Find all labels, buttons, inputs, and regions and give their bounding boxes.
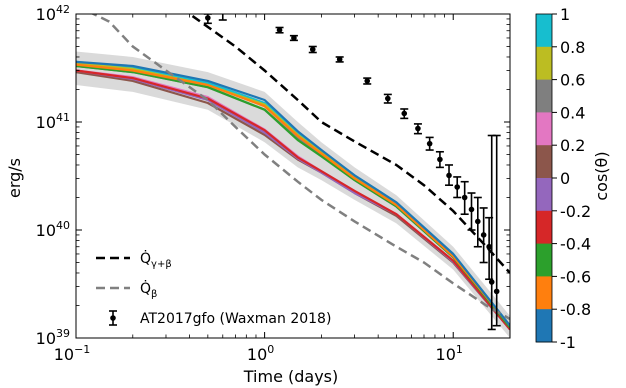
colorbar-segment — [536, 210, 552, 245]
data-point — [401, 110, 408, 117]
colorbar-segment — [536, 46, 552, 81]
x-axis-label: Time (days) — [243, 367, 339, 386]
observed-point — [413, 123, 422, 135]
observed-point — [479, 207, 488, 264]
x-tick-label: 100 — [247, 343, 274, 364]
colorbar-segment — [536, 243, 552, 277]
q-beta-line — [90, 14, 510, 321]
observed-point — [363, 77, 372, 85]
data-point — [291, 35, 297, 41]
plot-frame — [75, 13, 511, 339]
legend: Q̇γ+β Q̇β AT2017gfo (Waxman 2018) — [96, 250, 331, 327]
x-tick-label: 101 — [436, 343, 463, 364]
data-point — [364, 78, 371, 84]
colorbar-segment — [536, 276, 552, 310]
lightcurve-series — [76, 63, 510, 327]
q-gamma-beta-line — [187, 14, 510, 274]
colorbar-tick-label: -0.4 — [560, 235, 591, 254]
data-point — [309, 46, 316, 53]
observed-point — [203, 14, 212, 25]
observed-point — [275, 26, 284, 34]
legend-label: AT2017gfo (Waxman 2018) — [140, 311, 331, 327]
observed-point — [335, 56, 344, 63]
y-tick-label: 1039 — [36, 327, 70, 348]
legend-swatch — [110, 315, 116, 321]
observed-point — [425, 136, 434, 151]
data-point — [385, 95, 391, 102]
observed-point — [308, 45, 317, 54]
data-point — [426, 140, 433, 147]
data-point — [437, 156, 443, 163]
colorbar-tick-label: 0 — [560, 169, 570, 188]
data-point — [486, 243, 492, 250]
data-point — [493, 288, 500, 295]
data-point — [454, 184, 461, 190]
plot-area — [76, 6, 510, 338]
data-point — [461, 194, 468, 201]
colorbar-segment — [536, 79, 552, 113]
data-point — [220, 6, 226, 12]
colorbar-segment — [536, 309, 552, 343]
colorbar: cos(θ) 1 0.8 0.6 0.4 0.2 0 -0.2 -0.4 -0.6 -0.8 -1 — [535, 5, 611, 352]
y-axis-label: erg/s — [5, 158, 24, 198]
uncertainty-band — [76, 51, 510, 338]
colorbar-tick-label: 0.6 — [560, 71, 585, 90]
colorbar-label: cos(θ) — [592, 151, 611, 200]
colorbar-tick-label: -0.6 — [560, 267, 591, 286]
observed-point — [492, 134, 501, 327]
legend-label: Q̇β — [140, 280, 157, 300]
data-point — [480, 232, 487, 238]
x-tick-label: 10−1 — [54, 343, 91, 364]
observed-point — [473, 196, 482, 248]
colorbar-tick-label: 0.4 — [560, 103, 585, 122]
colorbar-segment — [536, 14, 552, 48]
colorbar-tick-label: -0.2 — [560, 202, 591, 221]
observed-point — [445, 164, 454, 186]
data-point — [468, 206, 475, 213]
lightcurve-series — [76, 69, 510, 331]
legend-entry: Q̇γ+β — [96, 250, 172, 270]
data-point — [205, 15, 211, 21]
legend-entry: Q̇β — [96, 280, 157, 300]
colorbar-segment — [536, 145, 552, 179]
data-point — [336, 56, 343, 63]
observed-point — [400, 108, 409, 120]
legend-label: Q̇γ+β — [140, 250, 172, 270]
data-point — [488, 279, 495, 285]
y-tick-label: 1040 — [36, 219, 70, 240]
colorbar-tick-label: -1 — [560, 333, 576, 352]
data-point — [475, 218, 481, 225]
data-point — [276, 27, 283, 33]
observed-point — [383, 93, 392, 104]
colorbar-segment — [536, 178, 552, 212]
colorbar-tick-label: 0.8 — [560, 38, 585, 57]
observed-point — [460, 180, 469, 216]
colorbar-tick-label: 1 — [560, 5, 570, 24]
legend-entry: AT2017gfo (Waxman 2018) — [109, 310, 331, 327]
axes: Time (days) erg/s 10−1 100 101 1039 1040 1041… — [5, 3, 511, 386]
data-point — [415, 125, 421, 132]
observed-point — [453, 176, 462, 199]
observed-point — [485, 216, 494, 281]
observed-point — [289, 34, 298, 42]
data-point — [446, 172, 452, 179]
colorbar-tick-label: 0.2 — [560, 136, 585, 155]
colorbar-segment — [536, 112, 552, 146]
y-tick-label: 1042 — [36, 3, 70, 24]
y-tick-label: 1041 — [36, 111, 70, 132]
observed-point — [467, 192, 476, 231]
colorbar-tick-label: -0.8 — [560, 300, 591, 319]
observed-point — [435, 150, 444, 169]
